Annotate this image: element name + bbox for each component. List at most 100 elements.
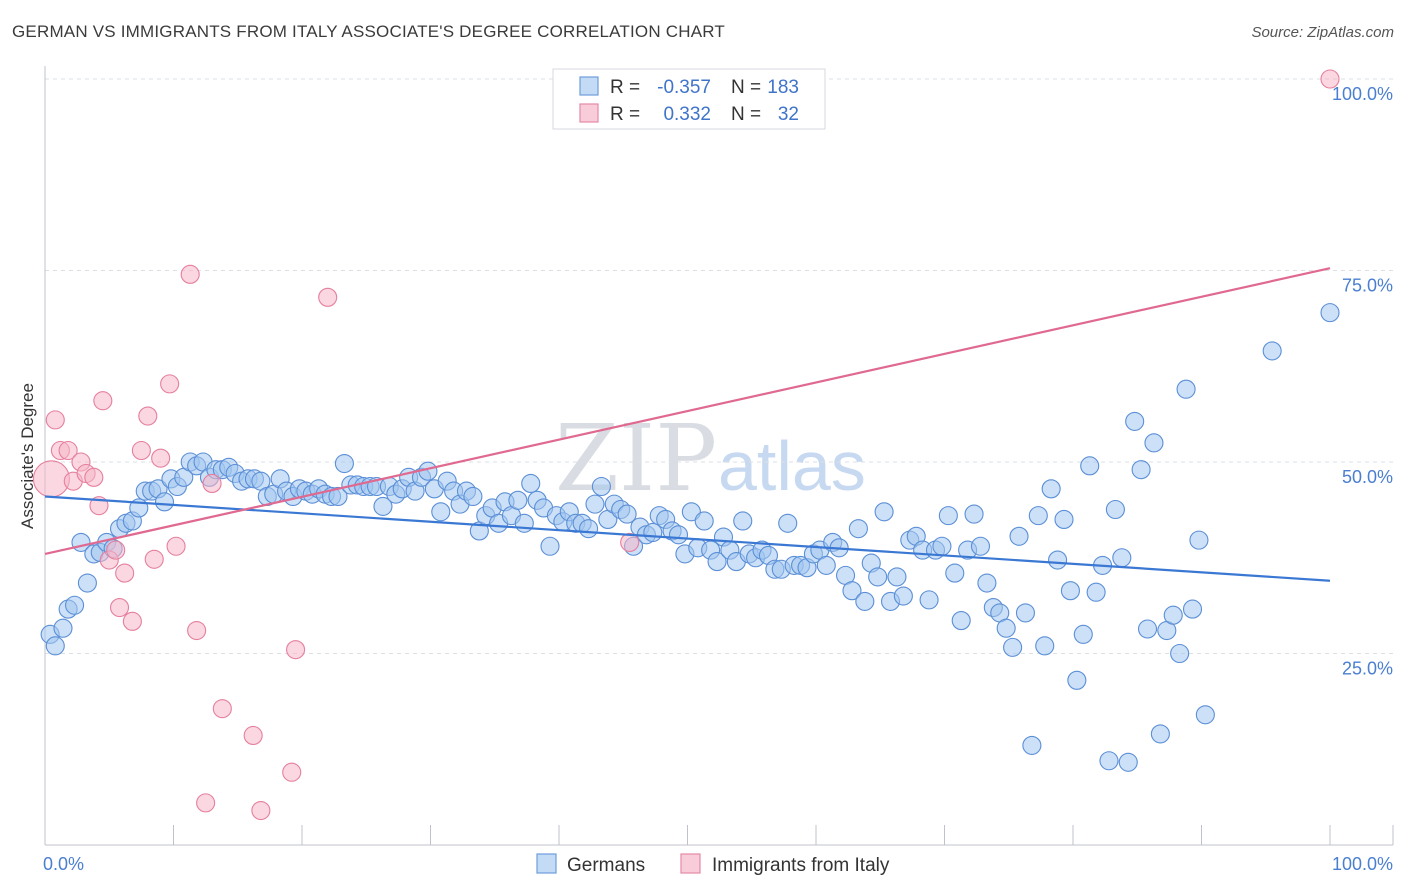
point-italy (620, 532, 640, 552)
watermark-atlas: atlas (718, 427, 866, 505)
point-germans (1028, 506, 1048, 526)
point-germans (778, 513, 798, 533)
point-germans (938, 506, 958, 526)
point-germans (617, 504, 637, 524)
point-germans (842, 581, 862, 601)
point-germans (521, 473, 541, 493)
point-germans (1060, 581, 1080, 601)
point-germans (1015, 603, 1036, 623)
point-italy (166, 536, 186, 556)
point-germans (694, 511, 714, 531)
point-germans (514, 513, 534, 533)
legend-r-value-germans: -0.357 (657, 77, 711, 98)
point-germans (1320, 303, 1340, 323)
point-germans (1189, 530, 1209, 550)
point-germans (154, 492, 175, 512)
trendline-germans (44, 495, 1331, 582)
point-germans (1105, 499, 1125, 520)
legend-swatch-germans (579, 76, 599, 96)
point-germans (855, 591, 875, 611)
point-germans (668, 525, 689, 545)
point-germans (848, 519, 868, 539)
point-germans (1131, 460, 1151, 480)
y-tick-label: 100.0% (1332, 84, 1393, 104)
point-germans (996, 618, 1016, 638)
point-germans (1182, 599, 1203, 619)
series-germans-points (40, 303, 1340, 772)
legend-r-label-italy: R = (610, 104, 640, 125)
point-germans (463, 486, 483, 507)
point-germans (887, 567, 907, 587)
bottom-legend: Germans Immigrants from Italy (536, 853, 890, 876)
y-tick-label: 25.0% (1342, 659, 1393, 679)
point-germans (579, 519, 599, 539)
point-italy (282, 762, 302, 782)
point-germans (540, 536, 560, 556)
point-germans (707, 552, 727, 572)
legend-n-value-germans: 183 (767, 77, 799, 98)
x-tick-label: 0.0% (43, 854, 84, 874)
point-germans (45, 636, 65, 656)
series-italy-points (32, 69, 1340, 821)
y-axis-title: Associate's Degree (18, 383, 37, 529)
point-germans (1262, 341, 1282, 361)
point-germans (1086, 582, 1106, 602)
point-italy (93, 391, 113, 411)
point-italy (160, 374, 180, 394)
point-germans (1118, 752, 1138, 772)
point-germans (932, 536, 952, 556)
point-germans (334, 453, 354, 474)
point-germans (945, 563, 965, 583)
point-germans (328, 486, 348, 507)
y-tick-label: 75.0% (1342, 276, 1393, 296)
point-germans (585, 494, 605, 514)
x-tick-label: 100.0% (1332, 854, 1393, 874)
point-germans (1150, 724, 1170, 744)
point-italy (131, 440, 151, 461)
point-italy (180, 264, 200, 284)
bottom-legend-swatch-italy (680, 853, 701, 874)
point-germans (53, 618, 73, 638)
point-italy (58, 440, 78, 461)
point-italy (109, 597, 130, 618)
point-germans (874, 502, 894, 522)
point-germans (868, 567, 888, 587)
chart-title: GERMAN VS IMMIGRANTS FROM ITALY ASSOCIAT… (12, 22, 725, 41)
point-germans (1067, 670, 1087, 690)
point-italy (1320, 69, 1340, 89)
point-italy (138, 406, 158, 426)
point-italy (122, 611, 142, 631)
point-germans (1054, 509, 1074, 530)
point-germans (733, 511, 753, 531)
point-germans (893, 586, 913, 606)
point-germans (1073, 624, 1093, 644)
point-italy (318, 287, 338, 307)
point-italy (144, 549, 164, 569)
point-germans (1170, 643, 1190, 664)
point-italy (187, 620, 207, 641)
legend-r-value-italy: 0.332 (663, 104, 711, 125)
point-germans (1022, 735, 1042, 755)
legend-box: R = -0.357 N = 183 R = 0.332 N = 32 (552, 68, 826, 130)
point-germans (977, 573, 997, 593)
point-germans (816, 555, 836, 575)
point-germans (77, 573, 97, 593)
bottom-legend-swatch-germans (536, 853, 557, 874)
point-germans (1137, 619, 1158, 639)
point-germans (1163, 605, 1183, 625)
point-germans (1195, 705, 1215, 725)
point-germans (1099, 751, 1119, 771)
point-italy (196, 793, 216, 813)
axes (44, 66, 1394, 846)
point-germans (681, 502, 701, 522)
bottom-legend-label-germans: Germans (567, 855, 645, 876)
legend-r-label-germans: R = (610, 77, 640, 98)
point-italy (202, 473, 222, 493)
point-italy (45, 410, 65, 430)
point-italy (115, 563, 135, 583)
point-germans (951, 611, 971, 631)
bottom-legend-label-italy: Immigrants from Italy (712, 855, 890, 876)
point-germans (431, 502, 451, 522)
y-tick-label: 50.0% (1342, 467, 1393, 487)
legend-n-label-germans: N = (731, 77, 761, 98)
